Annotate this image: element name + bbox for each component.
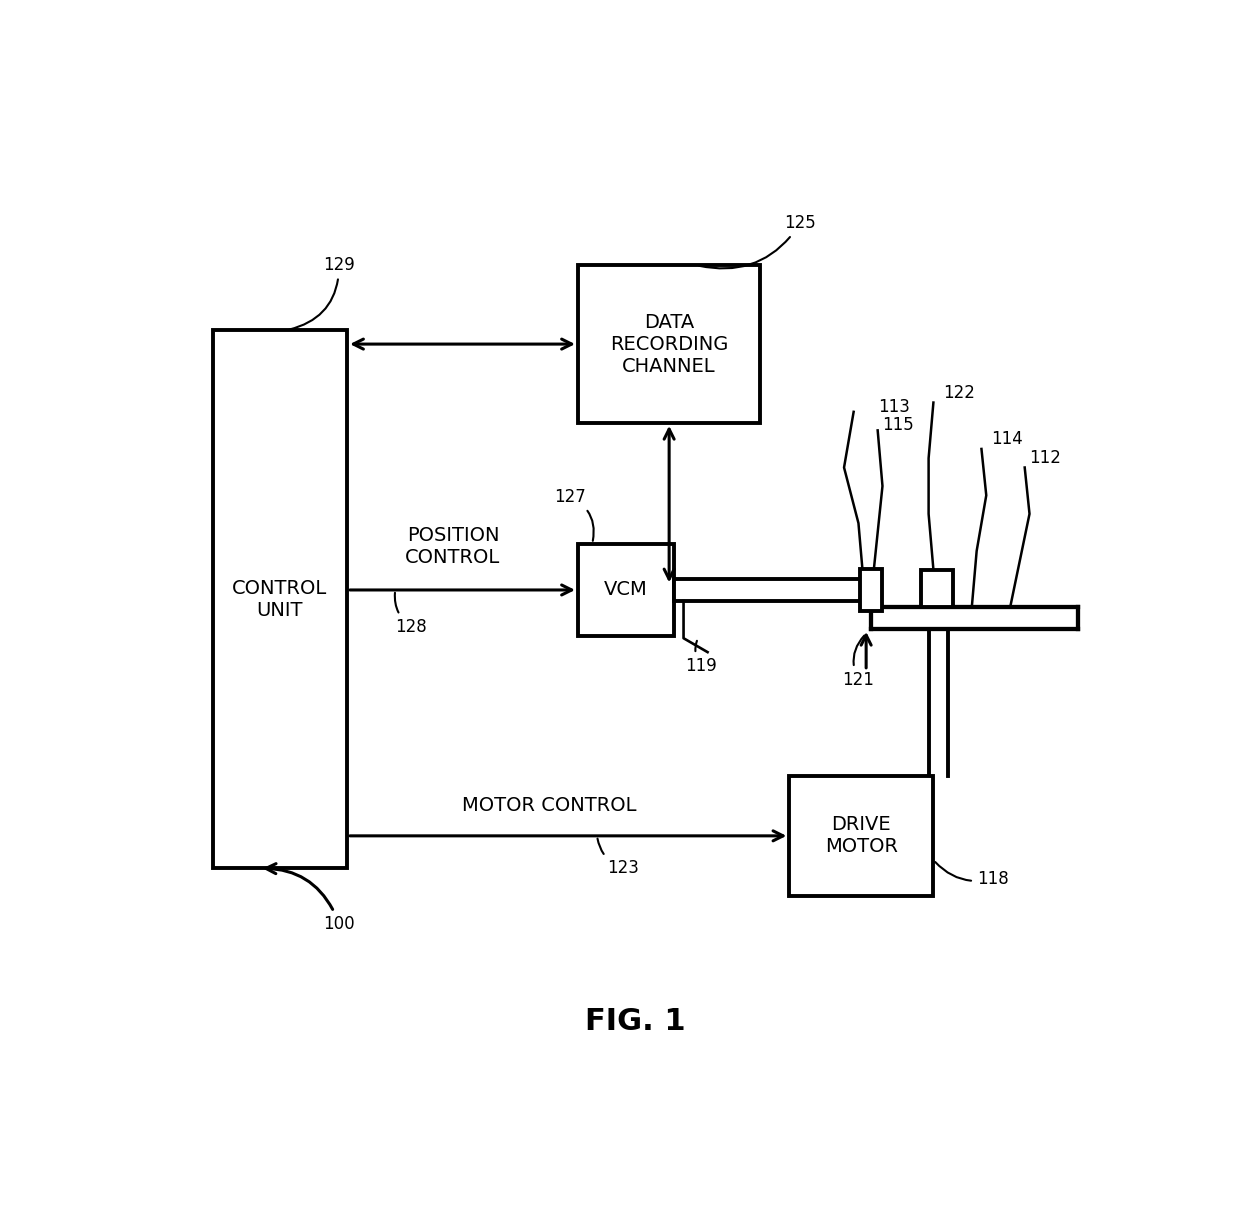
Text: 123: 123 [598,839,639,877]
Text: 100: 100 [265,864,355,933]
Bar [861,569,882,611]
Text: 129: 129 [289,255,355,329]
Text: CONTROL
UNIT: CONTROL UNIT [232,578,327,619]
Text: 125: 125 [699,214,816,269]
Text: 122: 122 [942,384,975,402]
Text: 127: 127 [554,488,594,541]
Text: 114: 114 [991,430,1023,448]
Text: VCM: VCM [604,581,647,599]
Text: 121: 121 [842,635,874,688]
Text: 112: 112 [1029,448,1061,466]
Text: 113: 113 [878,398,910,416]
Text: DATA
RECORDING
CHANNEL: DATA RECORDING CHANNEL [610,312,728,376]
Text: MOTOR CONTROL: MOTOR CONTROL [461,797,636,816]
Bar [789,776,934,897]
Text: 119: 119 [686,641,717,675]
Bar [578,265,760,423]
Text: DRIVE
MOTOR: DRIVE MOTOR [825,816,898,857]
Text: 115: 115 [883,417,914,434]
Text: FIG. 1: FIG. 1 [585,1007,686,1036]
Text: POSITION
CONTROL: POSITION CONTROL [405,525,501,566]
Bar [921,570,952,606]
Text: 118: 118 [935,862,1008,888]
Bar [578,543,675,636]
Bar [213,330,347,869]
Text: 128: 128 [394,593,427,636]
